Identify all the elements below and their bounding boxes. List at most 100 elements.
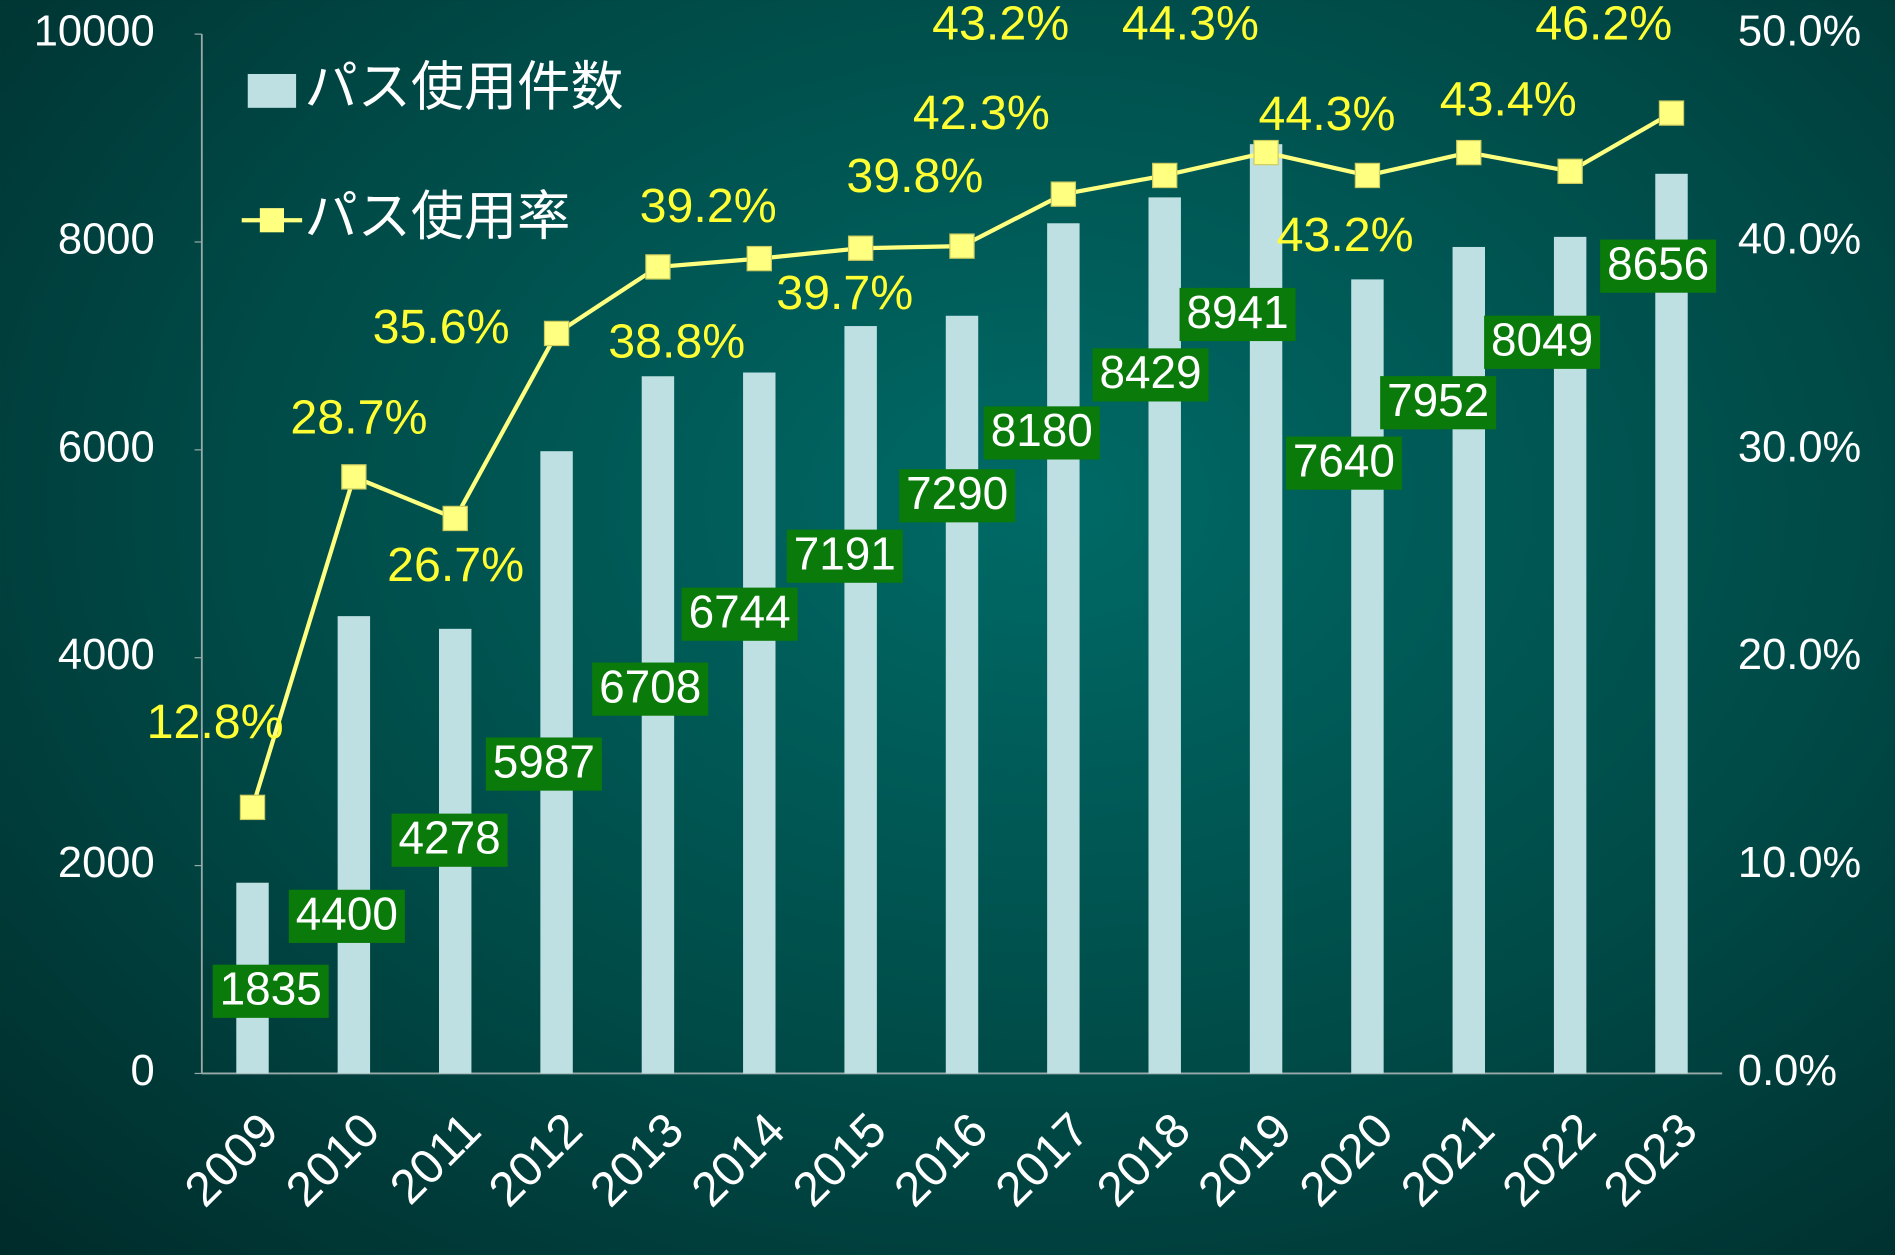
line-label: 39.8% bbox=[846, 149, 983, 203]
y-tick-label: 10000 bbox=[34, 8, 155, 56]
bar bbox=[641, 376, 675, 1074]
x-tick-label: 2012 bbox=[479, 1103, 593, 1217]
line-marker bbox=[1354, 162, 1381, 189]
legend-swatch bbox=[247, 73, 297, 108]
y2-tick-label: 20.0% bbox=[1738, 631, 1861, 679]
bar bbox=[844, 326, 877, 1074]
bar bbox=[1655, 173, 1688, 1074]
y-tick-label: 4000 bbox=[58, 631, 155, 679]
x-tick-label: 2019 bbox=[1188, 1103, 1302, 1217]
x-tick-label: 2010 bbox=[276, 1103, 390, 1217]
bar bbox=[1047, 223, 1080, 1074]
bar bbox=[743, 372, 776, 1074]
bar-label-box bbox=[1380, 376, 1497, 430]
bar-label: 6708 bbox=[599, 660, 701, 712]
bar-label: 8429 bbox=[1099, 346, 1201, 398]
bar bbox=[1148, 197, 1181, 1074]
bar-label-box bbox=[1484, 315, 1601, 369]
bar-label-box bbox=[212, 964, 329, 1018]
bar-label-box bbox=[983, 406, 1100, 460]
legend-label: パス使用率 bbox=[305, 187, 571, 246]
x-tick-label: 2009 bbox=[174, 1103, 288, 1217]
bar-label-box bbox=[1092, 348, 1209, 402]
line-marker bbox=[239, 794, 266, 821]
bar-label: 7640 bbox=[1293, 434, 1395, 486]
line-label: 44.3% bbox=[1122, 0, 1259, 51]
line-label: 43.2% bbox=[932, 0, 1069, 51]
line-label: 44.3% bbox=[1258, 87, 1395, 141]
y2-tick-label: 30.0% bbox=[1738, 423, 1861, 471]
bar-label: 7290 bbox=[906, 467, 1008, 519]
bar-label: 5987 bbox=[493, 735, 595, 787]
x-tick-label: 2016 bbox=[884, 1103, 998, 1217]
legend-label: パス使用件数 bbox=[305, 58, 624, 117]
y-tick-label: 2000 bbox=[58, 839, 155, 887]
line-label: 46.2% bbox=[1535, 0, 1672, 51]
bar-label: 7952 bbox=[1387, 374, 1489, 426]
y2-tick-label: 40.0% bbox=[1738, 215, 1861, 263]
x-tick-label: 2013 bbox=[580, 1103, 694, 1217]
x-tick-label: 2017 bbox=[985, 1103, 1099, 1217]
bar bbox=[337, 616, 371, 1074]
y-tick-label: 6000 bbox=[58, 423, 155, 471]
bar-label: 8656 bbox=[1607, 237, 1709, 289]
bar-label-box bbox=[1600, 239, 1717, 293]
x-tick-label: 2011 bbox=[380, 1103, 492, 1215]
bar-label: 8180 bbox=[991, 404, 1093, 456]
bar-label: 1835 bbox=[220, 963, 322, 1015]
bar-label-box bbox=[1285, 436, 1402, 490]
x-tick-label: 2022 bbox=[1492, 1103, 1606, 1217]
line-marker bbox=[341, 464, 367, 490]
bar-label-box bbox=[592, 662, 709, 716]
line-label: 43.2% bbox=[1277, 208, 1414, 262]
y-tick-label: 0 bbox=[130, 1047, 154, 1095]
line-label: 43.4% bbox=[1440, 73, 1577, 127]
y2-tick-label: 50.0% bbox=[1738, 8, 1861, 56]
line-label: 28.7% bbox=[290, 391, 427, 445]
line-marker bbox=[1557, 158, 1583, 184]
line-marker bbox=[1658, 100, 1685, 126]
line-label: 35.6% bbox=[373, 300, 510, 354]
y2-tick-label: 0.0% bbox=[1738, 1047, 1837, 1095]
line-label: 38.8% bbox=[608, 314, 745, 368]
bar bbox=[1553, 236, 1587, 1074]
bar-label-box bbox=[391, 813, 508, 867]
bar-label: 8941 bbox=[1186, 286, 1288, 338]
line-marker bbox=[1050, 181, 1077, 207]
bar-label: 4400 bbox=[296, 888, 398, 940]
bar bbox=[1351, 279, 1384, 1074]
bar bbox=[945, 315, 979, 1074]
line-label: 39.7% bbox=[776, 266, 913, 320]
bar-label: 6744 bbox=[689, 586, 791, 638]
x-tick-label: 2018 bbox=[1087, 1103, 1201, 1217]
line-marker bbox=[746, 245, 772, 272]
y-tick-label: 8000 bbox=[58, 215, 155, 263]
x-tick-label: 2014 bbox=[681, 1103, 795, 1217]
line-marker bbox=[543, 320, 570, 347]
bar bbox=[1249, 144, 1283, 1074]
bar-label-box bbox=[899, 469, 1016, 523]
line-marker bbox=[442, 505, 468, 532]
line-label: 39.2% bbox=[640, 179, 777, 233]
x-tick-label: 2020 bbox=[1289, 1103, 1403, 1217]
line-marker bbox=[949, 233, 975, 259]
line-marker bbox=[1456, 139, 1482, 166]
x-tick-label: 2023 bbox=[1593, 1103, 1707, 1217]
x-tick-label: 2021 bbox=[1391, 1103, 1505, 1217]
bar-label-box bbox=[485, 737, 602, 791]
bar bbox=[1452, 246, 1486, 1074]
bar-label: 7191 bbox=[794, 528, 896, 580]
bar-label-box bbox=[786, 529, 903, 583]
bar-label: 8049 bbox=[1491, 314, 1593, 366]
line-marker bbox=[847, 235, 874, 261]
x-tick-label: 2015 bbox=[783, 1103, 897, 1217]
line-label: 12.8% bbox=[147, 695, 284, 749]
bar-label-box bbox=[1179, 287, 1296, 342]
line-marker bbox=[1152, 162, 1178, 189]
y2-tick-label: 10.0% bbox=[1738, 839, 1861, 887]
line-label: 42.3% bbox=[913, 86, 1050, 140]
bar-label: 4278 bbox=[399, 812, 501, 864]
bar-label-box bbox=[681, 587, 798, 641]
